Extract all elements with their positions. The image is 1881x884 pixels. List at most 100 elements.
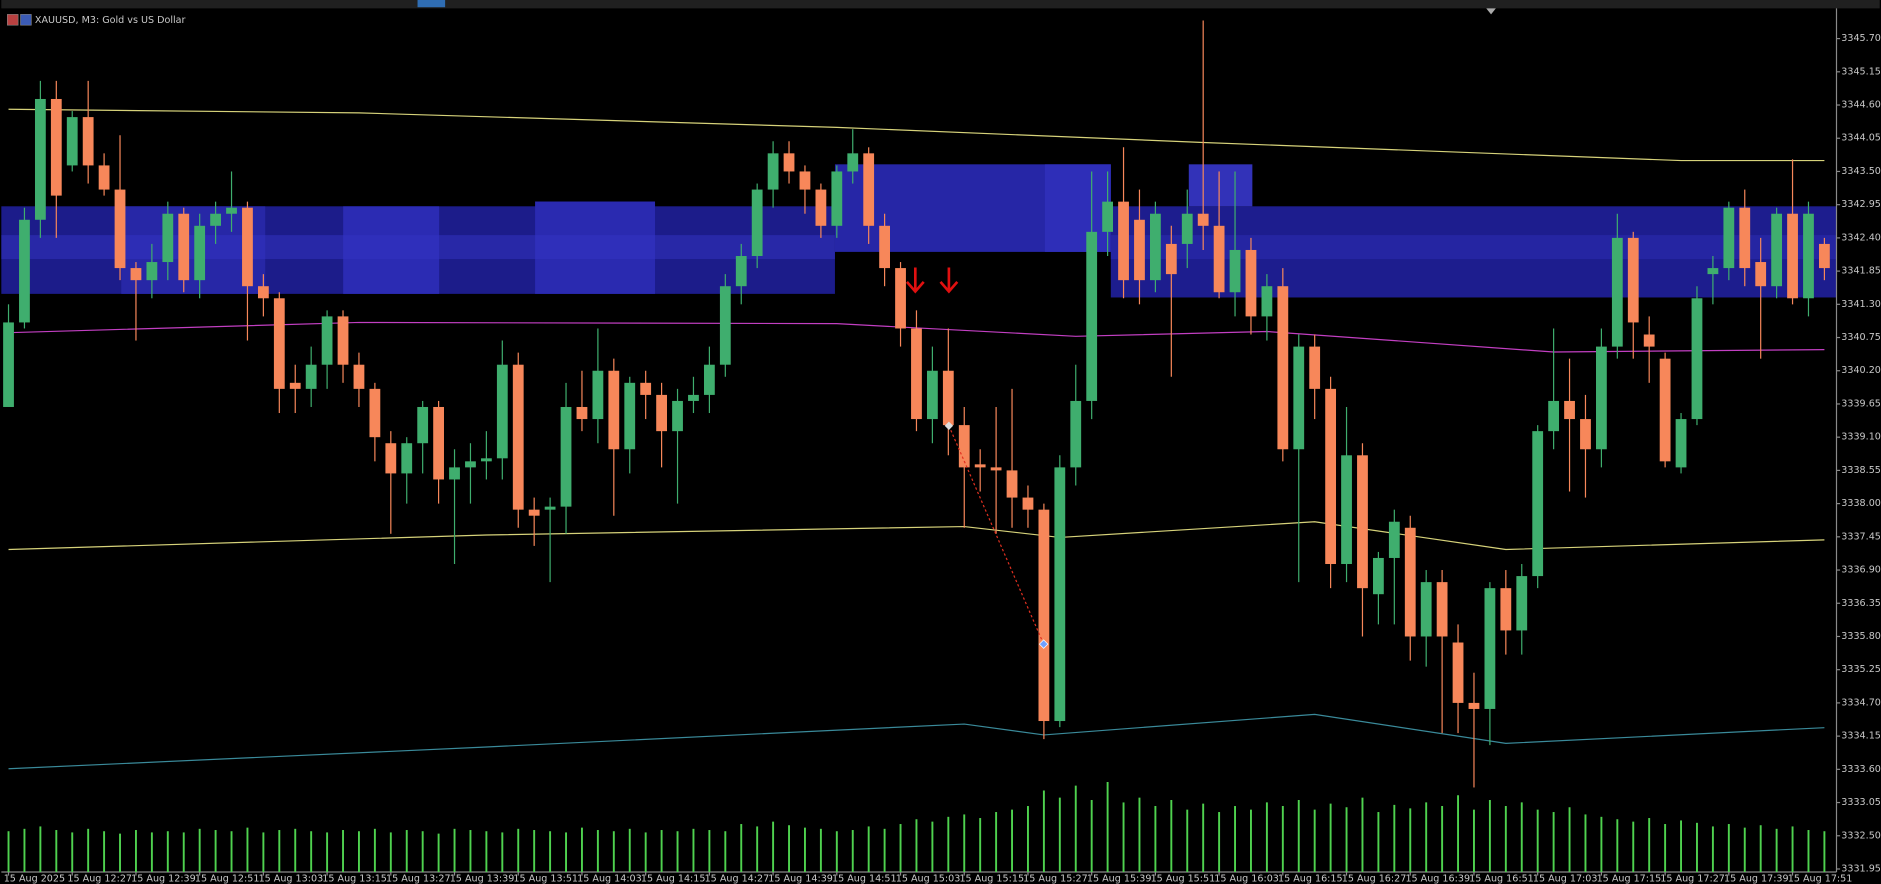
scroll-marker[interactable] [1486,8,1496,15]
y-tick-label: 3331.95 [1841,863,1881,874]
chart-icon[interactable] [20,14,32,26]
candle-body [895,268,906,329]
y-tick-label: 3341.30 [1841,299,1881,310]
candle-body [911,328,922,420]
candle-body [1484,588,1496,709]
x-tick-label: 15 Aug 13:39 [450,874,515,884]
y-tick-label: 3343.50 [1841,166,1881,177]
candle-body [735,256,747,287]
x-tick-label: 15 Aug 14:27 [705,874,770,884]
candle-body [50,98,62,196]
candle-body [1181,213,1193,244]
y-tick-label: 3345.15 [1841,66,1881,77]
candle-body [1038,509,1050,722]
candle-body [815,189,827,226]
x-tick-label: 15 Aug 13:27 [386,874,451,884]
y-tick-label: 3336.35 [1841,598,1881,609]
candle-body [1739,207,1751,269]
signals [905,267,1049,649]
y-tick-label: 3339.65 [1841,398,1881,409]
candle-body [1707,268,1719,275]
x-tick-label: 15 Aug 15:27 [1023,874,1088,884]
candle-body [624,382,636,450]
candle-body [1309,346,1321,389]
candle-body [1165,243,1177,275]
tab-button[interactable] [417,0,446,8]
candle-body [385,443,397,474]
y-tick-label: 3337.45 [1841,531,1881,542]
candle-body [1803,213,1814,299]
x-tick-label: 15 Aug 16:15 [1278,874,1343,884]
indicator-line [8,108,1825,162]
y-tick-label: 3342.40 [1841,232,1881,243]
candle-body [1118,201,1129,281]
candle-body [958,425,970,468]
chart-title: XAUUSD, M3: Gold vs US Dollar [35,15,186,26]
candle-body [1373,557,1384,595]
y-tick-label: 3334.15 [1841,731,1881,742]
x-tick-label: 15 Aug 2025 [4,874,65,884]
candle-body [98,165,110,190]
candle-body [1054,467,1066,722]
candle-body [1500,588,1512,631]
candle-body [608,370,620,450]
candle-body [273,298,285,389]
candle-body [1420,582,1432,637]
candle-body [1261,286,1273,317]
candle-body [1516,576,1528,631]
candle-body [226,207,237,214]
candle-body [401,443,413,474]
y-tick-label: 3344.60 [1841,100,1881,111]
x-tick-label: 15 Aug 17:15 [1597,874,1662,884]
symbol-icon[interactable] [7,14,19,26]
candle-body [178,213,190,281]
candle-body [1596,346,1607,450]
candle-body [257,286,269,299]
candle-body [321,316,333,365]
candle-body [1436,582,1448,637]
toolbar [1,0,1880,9]
candle-body [926,370,938,420]
y-tick-label: 3334.70 [1841,697,1881,708]
candle-body [767,153,779,190]
candle-body [640,382,652,395]
x-tick-label: 15 Aug 17:51 [1788,874,1853,884]
candle-body [66,117,78,166]
y-tick-label: 3333.60 [1841,764,1881,775]
candle-body [1643,334,1655,347]
candle-body [1611,237,1623,347]
candle-body [337,316,349,365]
exit-marker [1038,639,1049,649]
candle-body [1532,431,1544,577]
candle-body [1197,213,1209,226]
y-tick-label: 3341.85 [1841,266,1881,277]
candle-body [162,213,174,263]
candle-body [1357,455,1368,589]
candle-body [1755,262,1767,287]
x-tick-label: 15 Aug 12:39 [131,874,196,884]
candle-body [465,461,476,468]
y-tick-label: 3336.90 [1841,565,1881,576]
candle-body [1102,201,1114,232]
candle-body [1723,207,1735,269]
y-tick-label: 3335.80 [1841,631,1881,642]
x-tick-label: 15 Aug 14:03 [577,874,642,884]
candle-body [1691,298,1703,420]
candle-body [1659,358,1671,462]
candle-body [1086,231,1098,401]
candle-body [1006,470,1018,498]
candle-body [863,153,875,226]
candle-body [1277,286,1289,450]
candle-body [194,225,206,281]
candle-body [1022,497,1034,510]
x-tick-label: 15 Aug 13:15 [322,874,387,884]
x-tick-label: 15 Aug 16:39 [1405,874,1470,884]
candle-body [1548,400,1560,432]
candle-body [146,262,158,281]
x-tick-label: 15 Aug 13:03 [259,874,324,884]
candle-body [19,219,30,323]
zone-top [1188,164,1253,207]
candle-body [34,98,46,220]
x-tick-label: 15 Aug 14:39 [768,874,833,884]
